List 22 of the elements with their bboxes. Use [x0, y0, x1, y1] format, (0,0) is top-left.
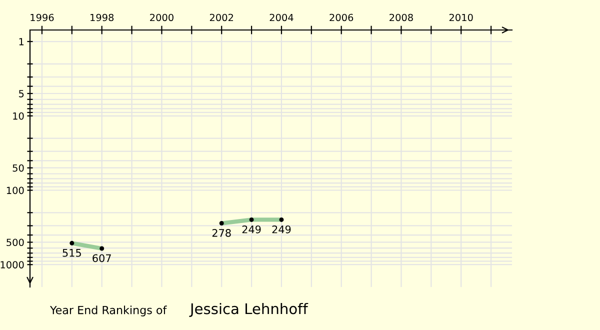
x-tick-label: 2002 — [210, 14, 233, 22]
text: Jessica Lehnhoff — [189, 302, 308, 317]
x-tick-label: 1996 — [30, 14, 54, 22]
data-label: 607 — [92, 254, 111, 262]
x-tick-label: 2004 — [270, 14, 294, 22]
y-tick-label: 5 — [19, 90, 24, 98]
y-tick-label: 10 — [13, 112, 24, 120]
x-tick-label: 2010 — [449, 14, 473, 22]
x-tick-label: 2000 — [150, 14, 174, 22]
data-label: 249 — [272, 225, 291, 234]
y-tick-label: 1000 — [0, 261, 24, 268]
y-tick-label: 100 — [6, 186, 24, 194]
x-tick-label: 1998 — [90, 14, 114, 22]
text: Year End Rankings of — [50, 306, 167, 316]
x-tick-label: 2006 — [330, 14, 354, 22]
y-tick-label: 500 — [6, 238, 24, 246]
data-label: 515 — [62, 249, 81, 257]
x-tick-label: 2008 — [390, 14, 413, 22]
data-label: 249 — [242, 225, 261, 234]
data-label: 278 — [212, 229, 231, 237]
y-tick-label: 50 — [12, 164, 24, 172]
y-tick-label: 1 — [19, 38, 24, 46]
